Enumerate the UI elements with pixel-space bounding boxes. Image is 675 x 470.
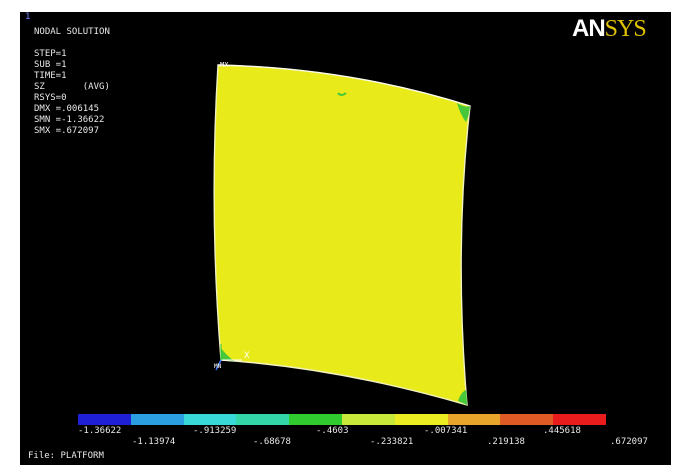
contour-bottom-left: [221, 348, 234, 361]
axis-x-label: X: [244, 351, 250, 361]
legend-band-6: [341, 414, 395, 425]
legend-lower-label-4: .219138: [487, 437, 525, 447]
legend-lower-label-1: -1.13974: [132, 437, 176, 447]
min-marker: MN: [214, 363, 222, 370]
legend-upper-label-5: .445618: [543, 426, 581, 436]
ansys-logo: ANSYS: [572, 15, 647, 43]
solution-line-smn: SMN =-1.36622: [34, 115, 105, 125]
plate-surface[interactable]: [213, 64, 471, 406]
legend-band-9: [500, 414, 554, 425]
graphics-window[interactable]: 1 NODAL SOLUTION STEP=1 SUB =1 TIME=1 SZ…: [20, 12, 671, 465]
logo-part-sys: SYS: [604, 16, 647, 42]
contour-top-right: [457, 103, 470, 122]
legend-upper-label-1: -1.36622: [78, 426, 122, 436]
plate-top-edge: [217, 64, 471, 107]
legend-band-5: [289, 414, 342, 425]
solution-line-step: STEP=1: [34, 49, 67, 59]
solution-line-time: TIME=1: [34, 71, 67, 81]
contour-bottom-right: [458, 390, 467, 405]
file-label: File: PLATFORM: [28, 451, 104, 461]
plate-model[interactable]: MX X MN: [20, 12, 671, 412]
legend-lower-label-3: -.233821: [370, 437, 414, 447]
legend-band-1: [78, 414, 131, 425]
logo-part-an: AN: [572, 15, 606, 42]
solution-line-sz: SZ (AVG): [34, 82, 110, 92]
legend-lower-label-5: .672097: [610, 437, 648, 447]
legend-band-2: [130, 414, 184, 425]
legend-band-10: [553, 414, 606, 425]
solution-line-smx: SMX =.672097: [34, 126, 100, 136]
legend-band-7: [394, 414, 448, 425]
legend-band-4: [236, 414, 290, 425]
legend-lower-label-2: -.68678: [253, 437, 291, 447]
legend-upper-label-3: -.4603: [316, 426, 349, 436]
window-number: 1: [25, 12, 31, 22]
contour-legend-bar: [78, 414, 606, 425]
solution-line-dmx: DMX =.006145: [34, 104, 100, 114]
solution-line-rsys: RSYS=0: [34, 93, 67, 103]
solution-line-sub: SUB =1: [34, 60, 67, 70]
contour-top-mid: [337, 92, 347, 96]
coordinate-triad: X MN: [214, 344, 250, 371]
solution-title: NODAL SOLUTION: [34, 27, 110, 37]
legend-upper-label-2: -.913259: [193, 426, 237, 436]
legend-upper-label-4: -.007341: [424, 426, 468, 436]
legend-band-3: [183, 414, 237, 425]
max-marker: MX: [220, 61, 229, 69]
legend-band-8: [447, 414, 501, 425]
